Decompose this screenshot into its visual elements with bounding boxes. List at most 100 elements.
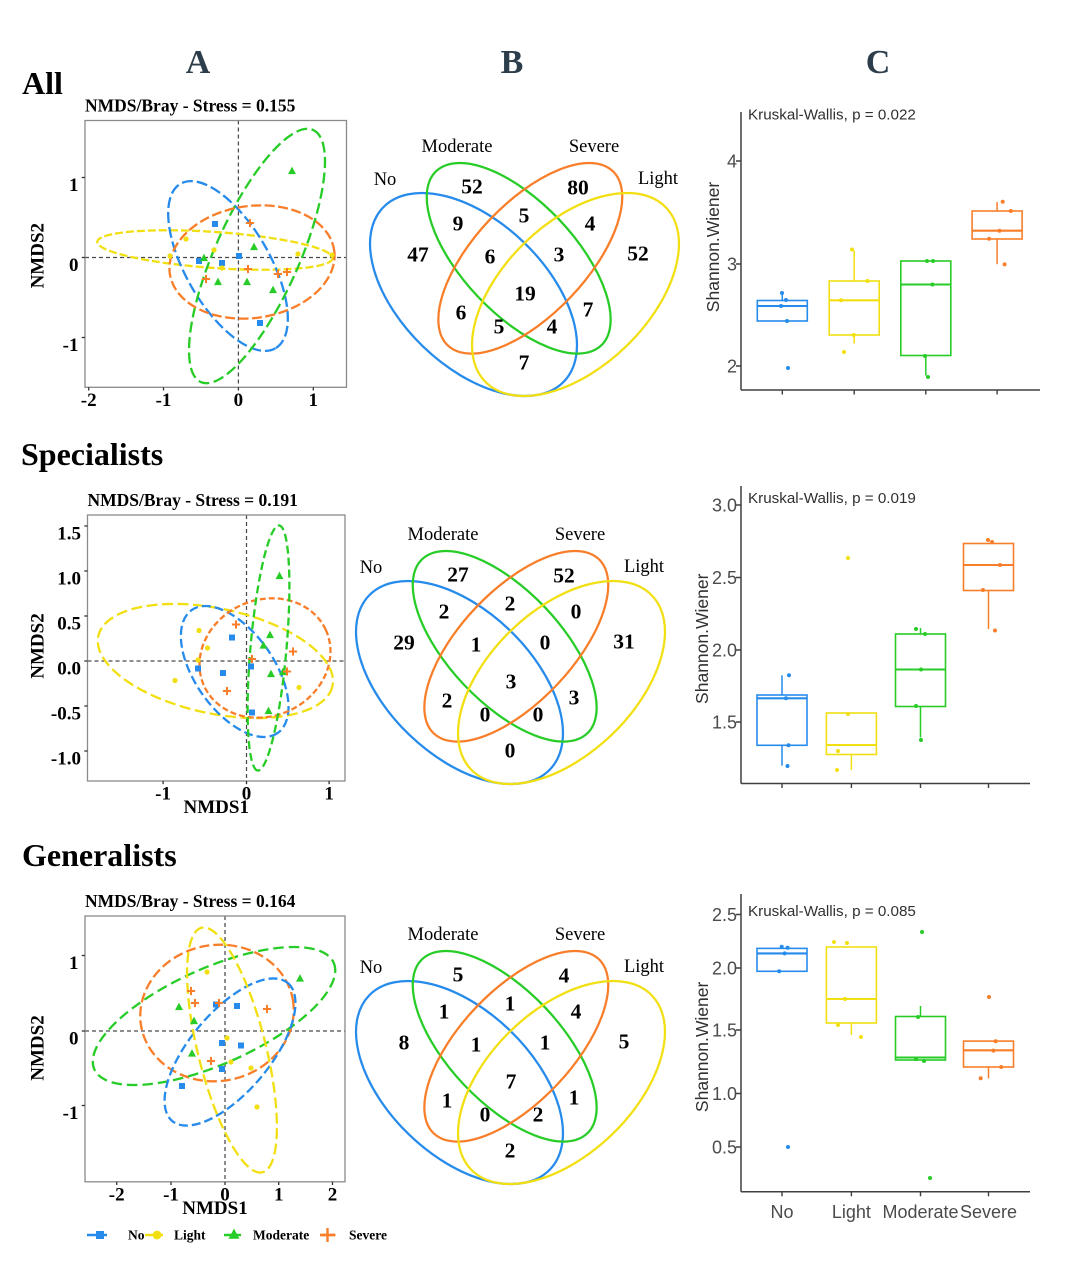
svg-text:3: 3 xyxy=(506,670,517,694)
svg-text:80: 80 xyxy=(567,176,589,200)
svg-text:No: No xyxy=(128,1227,145,1242)
svg-text:7: 7 xyxy=(583,298,594,322)
svg-text:5: 5 xyxy=(519,204,530,228)
svg-text:Moderate: Moderate xyxy=(408,925,479,945)
svg-text:Moderate: Moderate xyxy=(253,1227,309,1242)
svg-text:NMDS2: NMDS2 xyxy=(28,223,49,288)
svg-text:4: 4 xyxy=(585,212,596,236)
svg-text:1: 1 xyxy=(540,1031,551,1055)
svg-text:27: 27 xyxy=(447,563,469,587)
svg-text:2.0: 2.0 xyxy=(712,641,737,661)
svg-text:Severe: Severe xyxy=(555,925,605,945)
svg-text:NMDS/Bray - Stress = 0.191: NMDS/Bray - Stress = 0.191 xyxy=(88,490,298,510)
svg-text:1: 1 xyxy=(324,784,334,805)
svg-text:NMDS/Bray - Stress = 0.164: NMDS/Bray - Stress = 0.164 xyxy=(85,891,296,911)
svg-text:NMDS/Bray - Stress = 0.155: NMDS/Bray - Stress = 0.155 xyxy=(85,96,296,116)
svg-text:0: 0 xyxy=(505,739,516,763)
svg-text:0: 0 xyxy=(540,631,551,655)
svg-text:NMDS1: NMDS1 xyxy=(184,797,249,818)
svg-text:Severe: Severe xyxy=(569,137,619,157)
svg-text:Light: Light xyxy=(638,169,679,189)
svg-text:All: All xyxy=(22,65,63,101)
svg-text:1: 1 xyxy=(274,1184,284,1205)
svg-text:9: 9 xyxy=(453,212,464,236)
svg-text:0.5: 0.5 xyxy=(57,614,81,635)
svg-text:5: 5 xyxy=(494,315,505,339)
svg-text:Moderate: Moderate xyxy=(422,137,493,157)
svg-text:-1: -1 xyxy=(155,784,171,805)
svg-text:No: No xyxy=(360,558,383,578)
svg-text:Kruskal-Wallis, p = 0.019: Kruskal-Wallis, p = 0.019 xyxy=(748,490,916,507)
svg-text:7: 7 xyxy=(506,1070,517,1094)
svg-text:1: 1 xyxy=(69,175,79,196)
svg-text:3: 3 xyxy=(569,686,580,710)
svg-text:-1.0: -1.0 xyxy=(51,749,81,770)
svg-text:2.0: 2.0 xyxy=(712,959,737,979)
svg-text:No: No xyxy=(374,170,397,190)
svg-text:2: 2 xyxy=(505,592,516,616)
svg-text:1: 1 xyxy=(569,1086,580,1110)
svg-text:0: 0 xyxy=(69,255,79,276)
svg-text:2: 2 xyxy=(439,600,450,624)
svg-text:Severe: Severe xyxy=(555,525,605,545)
svg-text:A: A xyxy=(186,44,211,81)
svg-text:NMDS1: NMDS1 xyxy=(182,1198,247,1219)
svg-text:1: 1 xyxy=(309,390,319,411)
svg-text:B: B xyxy=(501,44,524,81)
svg-text:2: 2 xyxy=(533,1103,544,1127)
svg-text:6: 6 xyxy=(456,301,467,325)
svg-text:No: No xyxy=(770,1202,793,1222)
svg-text:2.5: 2.5 xyxy=(712,905,737,925)
svg-text:0: 0 xyxy=(242,784,252,805)
svg-text:2: 2 xyxy=(328,1184,338,1205)
svg-text:NMDS2: NMDS2 xyxy=(28,1015,49,1080)
svg-text:1: 1 xyxy=(505,992,516,1016)
svg-text:19: 19 xyxy=(514,282,536,306)
svg-text:2: 2 xyxy=(442,689,453,713)
svg-text:0: 0 xyxy=(69,1029,79,1050)
svg-text:1: 1 xyxy=(442,1089,453,1113)
svg-text:1: 1 xyxy=(439,1000,450,1024)
svg-text:0: 0 xyxy=(220,1184,230,1205)
svg-text:Light: Light xyxy=(832,1202,871,1222)
svg-text:31: 31 xyxy=(613,630,635,654)
svg-text:2: 2 xyxy=(505,1139,516,1163)
svg-text:5: 5 xyxy=(619,1030,630,1054)
svg-text:4: 4 xyxy=(547,315,558,339)
svg-text:52: 52 xyxy=(627,242,649,266)
svg-text:0.0: 0.0 xyxy=(57,659,81,680)
svg-text:Moderate: Moderate xyxy=(408,525,479,545)
svg-text:Light: Light xyxy=(624,957,665,977)
svg-text:-2: -2 xyxy=(81,390,97,411)
svg-text:0: 0 xyxy=(480,703,491,727)
svg-text:4: 4 xyxy=(571,1000,582,1024)
svg-text:NMDS2: NMDS2 xyxy=(28,613,49,678)
svg-text:7: 7 xyxy=(519,351,530,375)
svg-text:-1: -1 xyxy=(163,1184,179,1205)
svg-text:8: 8 xyxy=(399,1031,410,1055)
svg-text:Light: Light xyxy=(624,557,665,577)
svg-text:6: 6 xyxy=(485,245,496,269)
svg-text:1.0: 1.0 xyxy=(712,1084,737,1104)
svg-text:Shannon.Wiener: Shannon.Wiener xyxy=(703,182,723,313)
svg-text:Kruskal-Wallis, p = 0.085: Kruskal-Wallis, p = 0.085 xyxy=(748,903,916,920)
svg-text:Shannon.Wiener: Shannon.Wiener xyxy=(692,982,712,1113)
svg-text:1.0: 1.0 xyxy=(57,569,81,590)
svg-text:5: 5 xyxy=(453,963,464,987)
svg-text:3: 3 xyxy=(554,243,565,267)
svg-text:Severe: Severe xyxy=(960,1202,1017,1222)
svg-text:Generalists: Generalists xyxy=(22,837,177,873)
svg-text:Kruskal-Wallis, p = 0.022: Kruskal-Wallis, p = 0.022 xyxy=(748,107,916,124)
svg-text:-1: -1 xyxy=(63,1103,79,1124)
svg-text:-1: -1 xyxy=(156,390,172,411)
svg-text:1: 1 xyxy=(471,633,482,657)
svg-text:-2: -2 xyxy=(109,1184,125,1205)
svg-text:Moderate: Moderate xyxy=(882,1202,958,1222)
svg-text:0: 0 xyxy=(533,703,544,727)
svg-text:0: 0 xyxy=(571,600,582,624)
svg-text:Shannon.Wiener: Shannon.Wiener xyxy=(692,573,712,704)
svg-text:1.5: 1.5 xyxy=(712,1021,737,1041)
svg-text:0.5: 0.5 xyxy=(712,1138,737,1158)
svg-text:4: 4 xyxy=(559,964,570,988)
svg-text:-1: -1 xyxy=(63,335,79,356)
